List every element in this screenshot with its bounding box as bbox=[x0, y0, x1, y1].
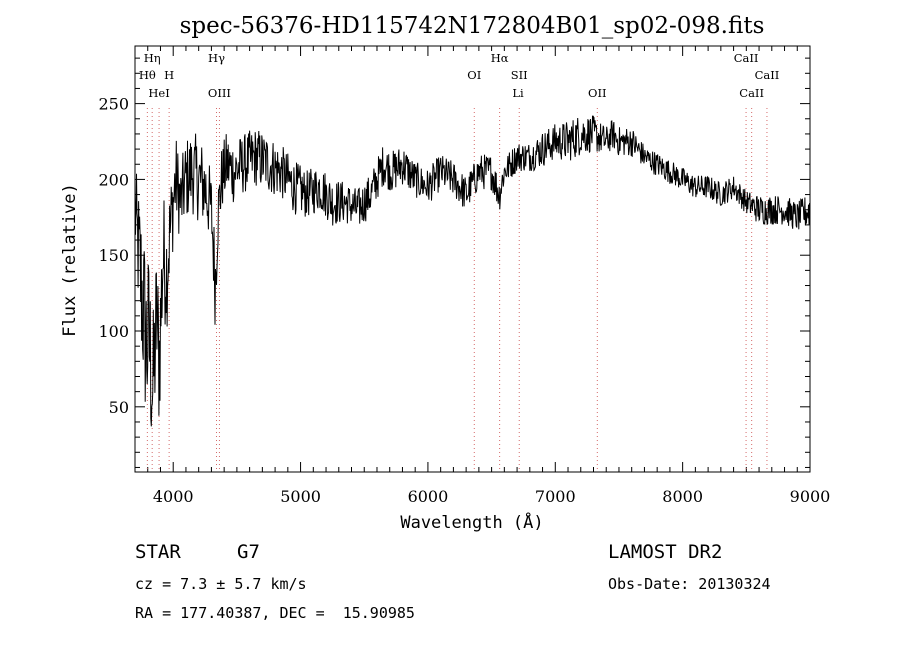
x-tick-label: 4000 bbox=[153, 487, 194, 506]
y-tick-label: 100 bbox=[98, 322, 129, 341]
spectrum-line bbox=[134, 115, 811, 427]
line-id-label: CaII bbox=[734, 51, 759, 65]
line-id-label: Hη bbox=[144, 51, 161, 65]
plot-frame bbox=[134, 45, 811, 473]
x-axis-label: Wavelength (Å) bbox=[400, 511, 543, 533]
coordinates-text: RA = 177.40387, DEC = 15.90985 bbox=[135, 604, 415, 622]
line-id-label: Hθ bbox=[139, 68, 156, 82]
x-tick-label: 7000 bbox=[535, 487, 576, 506]
redshift-text: cz = 7.3 ± 5.7 km/s bbox=[135, 575, 307, 593]
x-tick-label: 6000 bbox=[408, 487, 449, 506]
y-tick-label: 150 bbox=[98, 246, 129, 265]
obs-date-text: Obs-Date: 20130324 bbox=[608, 575, 771, 593]
y-tick-label: 250 bbox=[98, 95, 129, 114]
line-id-label: SII bbox=[511, 68, 528, 82]
y-tick-label: 200 bbox=[98, 170, 129, 189]
line-id-label: OI bbox=[467, 68, 481, 82]
line-id-label: H bbox=[164, 68, 174, 82]
y-tick-label: 50 bbox=[109, 398, 129, 417]
survey-label: LAMOST DR2 bbox=[608, 541, 723, 563]
y-axis-label: Flux (relative) bbox=[60, 183, 80, 337]
object-class-label: STAR bbox=[135, 541, 181, 563]
line-id-label: OIII bbox=[208, 86, 231, 100]
object-subclass: G7 bbox=[237, 541, 260, 563]
line-id-label: Li bbox=[512, 86, 524, 100]
line-id-label: HeI bbox=[148, 86, 169, 100]
line-id-label: Hα bbox=[491, 51, 509, 65]
line-id-label: CaII bbox=[755, 68, 780, 82]
plot-area: 4000 5000 6000 7000 8000 9000 50 100 150 200 250 Hη… bbox=[98, 45, 831, 506]
line-id-label: Hγ bbox=[208, 51, 225, 65]
x-tick-label: 8000 bbox=[662, 487, 703, 506]
line-id-label: CaII bbox=[739, 86, 764, 100]
chart-title: spec-56376-HD115742N172804B01_sp02-098.f… bbox=[180, 13, 765, 39]
x-tick-label: 9000 bbox=[790, 487, 831, 506]
line-id-label: OII bbox=[588, 86, 607, 100]
x-tick-label: 5000 bbox=[280, 487, 321, 506]
